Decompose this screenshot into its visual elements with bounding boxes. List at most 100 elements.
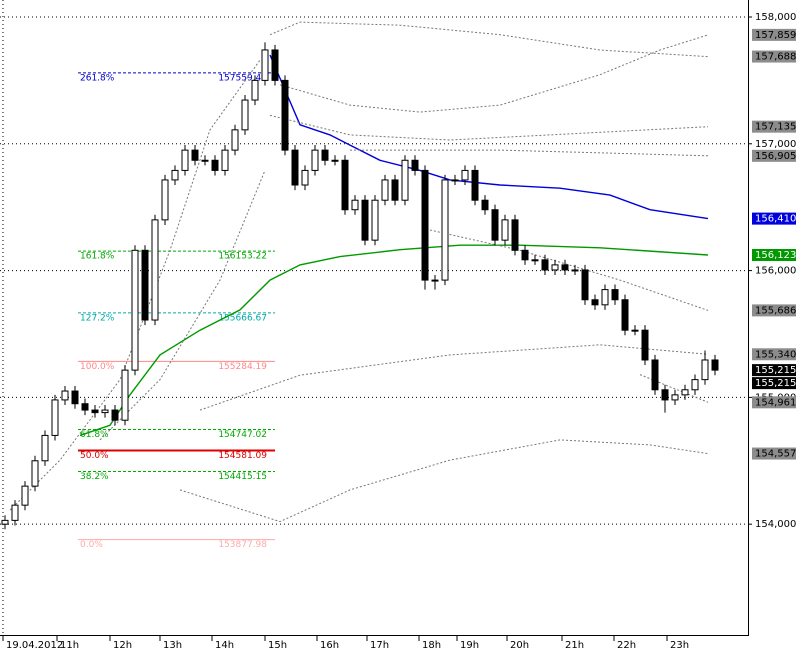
candle-body — [331, 159, 339, 162]
candle-body — [411, 159, 419, 171]
candle-body — [211, 159, 219, 171]
candle-body — [91, 409, 99, 414]
candle-body — [561, 264, 569, 271]
band-line — [179, 439, 709, 523]
price-tag — [752, 149, 796, 162]
price-tag-label: 155,215 — [755, 378, 796, 389]
candle-body — [591, 299, 599, 306]
fib-percent: 100.0% — [80, 362, 115, 372]
price-tag-label: 156,905 — [755, 151, 796, 162]
candle-body — [541, 259, 549, 271]
candle-body — [471, 169, 479, 201]
price-tag-label: 154,961 — [755, 397, 796, 408]
fib-price: 154581.09 — [218, 451, 267, 461]
fib-price: 155666.67 — [218, 313, 267, 323]
candle-body — [341, 159, 349, 211]
candle-body — [451, 179, 459, 182]
fib-price: 154415.15 — [218, 472, 267, 482]
candle-body — [371, 199, 379, 241]
x-tick-label: 13h — [163, 640, 182, 651]
fib-percent: 61.8% — [80, 430, 109, 440]
candle-body — [11, 504, 19, 521]
y-tick-label: 156,000 — [755, 266, 796, 277]
candle-body — [661, 389, 669, 401]
x-tick-label: 22h — [617, 640, 636, 651]
band-line — [199, 344, 709, 411]
candle-body — [141, 249, 149, 321]
y-tick-label: 154,000 — [755, 519, 796, 530]
x-tick-label: 21h — [565, 640, 584, 651]
candle-body — [31, 460, 39, 487]
candle-body — [311, 149, 319, 171]
candle-body — [191, 149, 199, 161]
x-tick-label: 14h — [215, 640, 234, 651]
y-tick-label: 157,000 — [755, 139, 796, 150]
candle-body — [41, 434, 49, 462]
fib-price: 157559.42 — [218, 73, 267, 83]
price-tag — [752, 212, 796, 225]
band-line — [99, 170, 266, 441]
price-tag-label: 156,123 — [755, 250, 796, 261]
candle-body — [101, 409, 109, 414]
candle-body — [381, 179, 389, 201]
candle-body — [531, 259, 539, 262]
candle-body — [461, 169, 469, 181]
moving-average — [79, 244, 709, 437]
candle-body — [231, 129, 239, 151]
candle-body — [621, 299, 629, 331]
candle-body — [431, 279, 439, 282]
fib-price: 155284.19 — [218, 362, 267, 372]
candle-body — [711, 359, 719, 371]
band-line — [429, 229, 709, 311]
price-tag-label: 156,410 — [755, 214, 796, 225]
candle-body — [241, 99, 249, 131]
candle-body — [351, 199, 359, 211]
candle-body — [281, 79, 289, 151]
price-tag-label: 155,215 — [755, 365, 796, 376]
candle-body — [161, 179, 169, 221]
x-tick-label: 16h — [320, 640, 339, 651]
price-tag — [752, 377, 796, 390]
price-tag — [752, 50, 796, 63]
candle-body — [61, 390, 69, 401]
price-tag-label: 157,688 — [755, 52, 796, 63]
candle-body — [111, 409, 119, 421]
fib-percent: 50.0% — [80, 451, 109, 461]
candle-body — [501, 219, 509, 241]
candle-body — [1, 519, 9, 525]
price-tag-label: 157,859 — [755, 30, 796, 41]
candle-body — [391, 179, 399, 201]
candle-body — [481, 199, 489, 211]
candle-body — [181, 149, 189, 171]
candle-body — [201, 159, 209, 162]
price-tag — [752, 396, 796, 409]
price-tag-label: 155,340 — [755, 349, 796, 360]
band-line — [269, 21, 709, 58]
candle-body — [131, 249, 139, 371]
band-line — [639, 374, 709, 403]
x-tick-label: 17h — [370, 640, 389, 651]
price-tag — [752, 28, 796, 41]
candle-body — [361, 199, 369, 241]
candle-body — [441, 179, 449, 281]
candle-body — [671, 394, 679, 401]
candle-body — [171, 169, 179, 181]
candle-body — [221, 149, 229, 171]
price-tag — [752, 364, 796, 377]
fib-percent: 0.0% — [80, 540, 103, 550]
candle-body — [321, 149, 329, 161]
candle-body — [21, 485, 29, 506]
band-line — [350, 149, 709, 157]
price-tag — [752, 348, 796, 361]
candle-body — [71, 390, 79, 405]
price-tag-label: 157,135 — [755, 122, 796, 133]
price-tag — [752, 120, 796, 133]
fib-price: 154747.02 — [218, 430, 267, 440]
fib-price: 153877.98 — [218, 540, 267, 550]
candle-body — [301, 169, 309, 186]
candle-body — [491, 209, 499, 241]
candle-body — [151, 219, 159, 321]
x-tick-label: 18h — [422, 640, 441, 651]
